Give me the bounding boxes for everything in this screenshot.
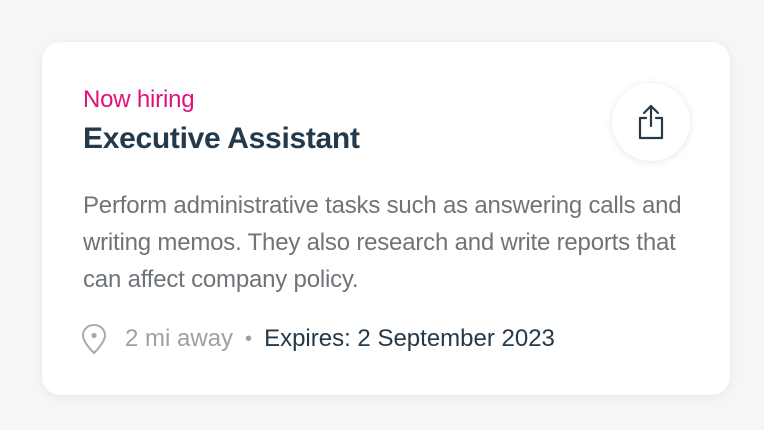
share-button[interactable] — [612, 83, 690, 161]
job-meta: 2 mi away • Expires: 2 September 2023 — [80, 320, 555, 358]
separator-dot: • — [245, 327, 253, 350]
now-hiring-label: Now hiring — [83, 86, 195, 113]
distance-text: 2 mi away — [125, 325, 234, 352]
location-pin-icon — [80, 323, 108, 355]
share-icon — [636, 104, 666, 140]
expiry-date: Expires: 2 September 2023 — [264, 325, 555, 352]
job-title: Executive Assistant — [83, 122, 360, 155]
job-card[interactable]: Now hiring Executive Assistant Perform a… — [42, 42, 730, 395]
job-description: Perform administrative tasks such as ans… — [83, 192, 682, 293]
